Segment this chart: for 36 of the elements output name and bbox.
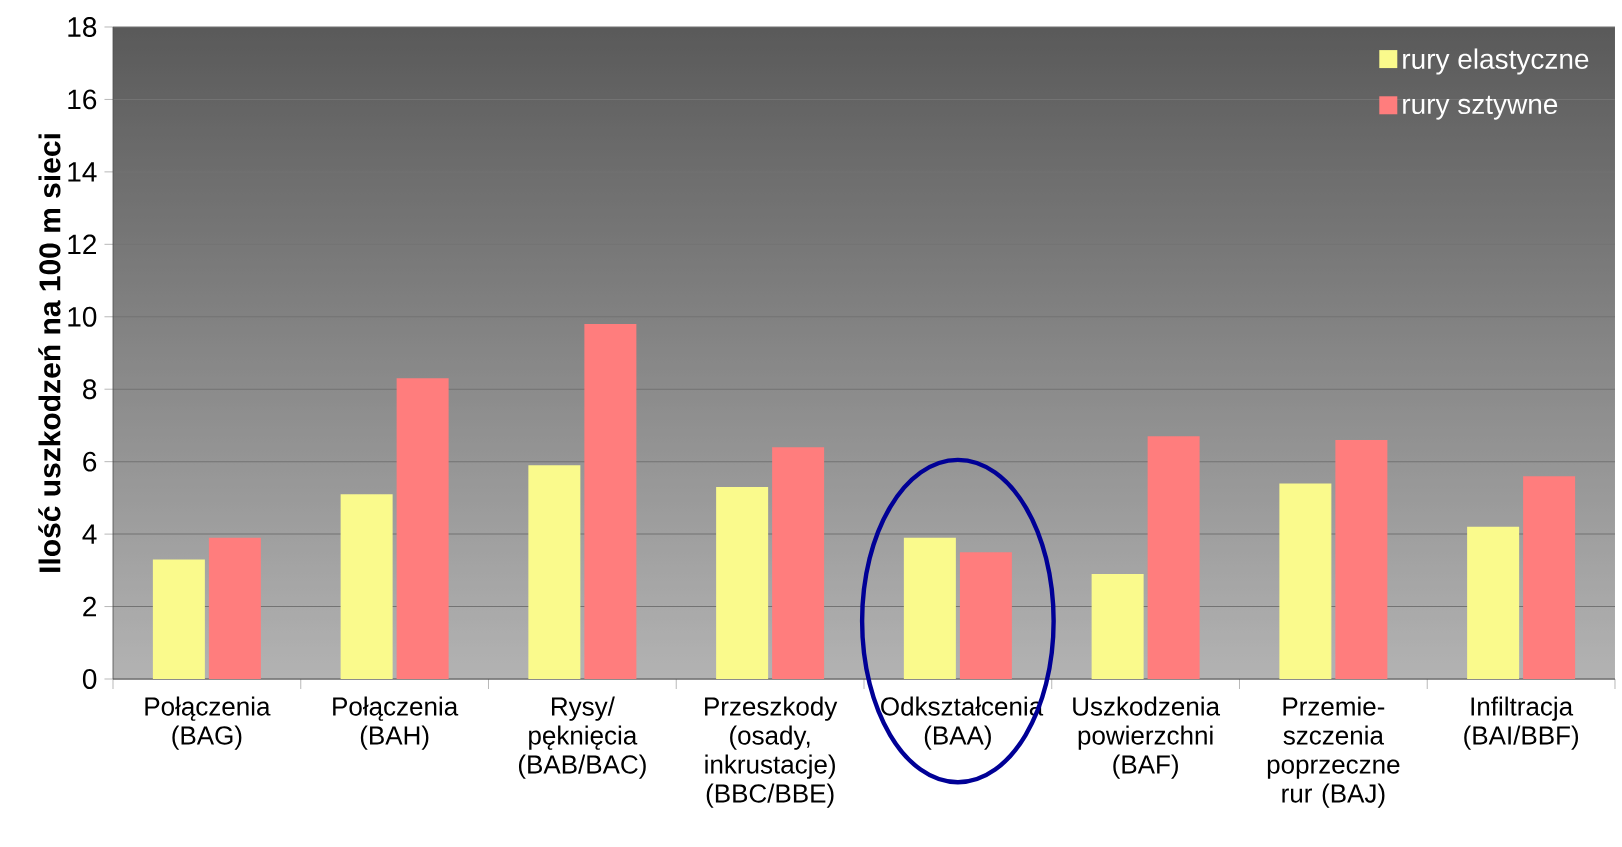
bar — [396, 378, 449, 679]
y-tick-label: 10 — [68, 306, 97, 327]
bar — [903, 537, 956, 679]
y-tick-label: 4 — [82, 524, 97, 544]
y-tick-label: 6 — [83, 451, 97, 472]
bar — [959, 552, 1012, 679]
y-tick-label: 0 — [82, 669, 97, 689]
bar — [1335, 439, 1388, 679]
bar — [340, 494, 393, 679]
bar — [716, 487, 769, 679]
bar — [1279, 483, 1332, 679]
x-tick-label: Połączenia (BAG) — [145, 696, 271, 750]
bar — [152, 559, 205, 679]
legend-label: rury elastyczne — [1403, 48, 1589, 75]
x-tick-label: Przeszkody (osady, inkrustacje) (BBC/BBE) — [705, 696, 838, 808]
y-axis-title: Ilość uszkodzeń na 100 m sieci — [38, 134, 61, 572]
x-tick-label: Przemie- szczenia poprzeczne rur (BAJ) — [1267, 696, 1400, 808]
bar — [528, 465, 581, 679]
bar — [208, 537, 261, 679]
bar — [584, 324, 637, 679]
bar — [1467, 526, 1520, 679]
y-tick-label: 8 — [83, 379, 97, 400]
x-tick-label: Rysy/ pęknięcia (BAB/BAC) — [518, 696, 646, 779]
x-tick-label: Uszkodzenia powierzchni (BAF) — [1073, 696, 1221, 779]
bar — [772, 447, 825, 679]
y-tick-label: 18 — [68, 17, 97, 37]
bar — [1523, 476, 1576, 679]
y-tick-label: 2 — [83, 596, 97, 617]
y-tick-label: 12 — [68, 234, 96, 255]
y-tick-label: 14 — [68, 162, 97, 182]
bar — [1091, 573, 1144, 679]
x-tick-label: Połączenia (BAH) — [333, 696, 459, 750]
legend-label: rury sztywne — [1403, 95, 1558, 120]
x-tick-label: Infiltracja (BAI/BBF) — [1464, 696, 1579, 750]
y-tick-label: 16 — [68, 89, 97, 110]
bar — [1147, 436, 1200, 679]
